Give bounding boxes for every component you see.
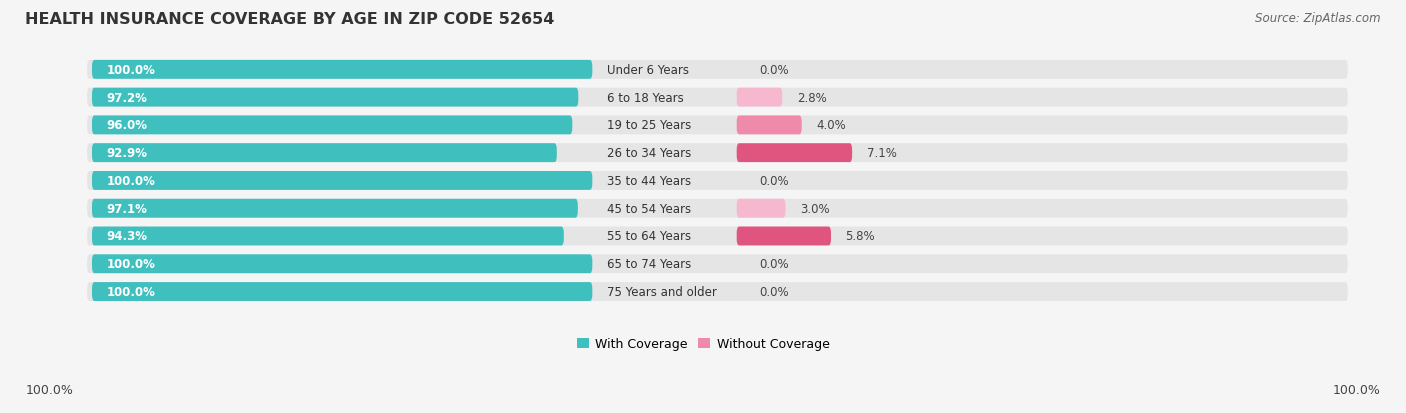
Text: 4.0%: 4.0% — [815, 119, 846, 132]
FancyBboxPatch shape — [91, 88, 578, 107]
FancyBboxPatch shape — [91, 255, 592, 273]
Text: 0.0%: 0.0% — [759, 285, 789, 298]
Text: 45 to 54 Years: 45 to 54 Years — [607, 202, 690, 215]
FancyBboxPatch shape — [87, 116, 1348, 135]
Text: 2.8%: 2.8% — [797, 91, 827, 104]
Text: 0.0%: 0.0% — [759, 175, 789, 188]
Text: 3.0%: 3.0% — [800, 202, 830, 215]
FancyBboxPatch shape — [87, 227, 1348, 246]
Text: 35 to 44 Years: 35 to 44 Years — [607, 175, 690, 188]
FancyBboxPatch shape — [87, 144, 1348, 163]
Text: 65 to 74 Years: 65 to 74 Years — [607, 258, 690, 271]
Text: 19 to 25 Years: 19 to 25 Years — [607, 119, 690, 132]
Text: 26 to 34 Years: 26 to 34 Years — [607, 147, 690, 160]
FancyBboxPatch shape — [91, 199, 578, 218]
Text: 94.3%: 94.3% — [107, 230, 148, 243]
Text: 100.0%: 100.0% — [1333, 384, 1381, 396]
Text: 100.0%: 100.0% — [107, 258, 155, 271]
Text: 97.2%: 97.2% — [107, 91, 148, 104]
FancyBboxPatch shape — [737, 199, 786, 218]
Legend: With Coverage, Without Coverage: With Coverage, Without Coverage — [572, 333, 834, 356]
FancyBboxPatch shape — [91, 171, 592, 190]
Text: 0.0%: 0.0% — [759, 258, 789, 271]
FancyBboxPatch shape — [87, 199, 1348, 218]
Text: 0.0%: 0.0% — [759, 64, 789, 77]
FancyBboxPatch shape — [87, 61, 1348, 80]
Text: 100.0%: 100.0% — [107, 285, 155, 298]
FancyBboxPatch shape — [87, 255, 1348, 273]
Text: 100.0%: 100.0% — [107, 175, 155, 188]
FancyBboxPatch shape — [737, 227, 831, 246]
FancyBboxPatch shape — [737, 116, 801, 135]
Text: HEALTH INSURANCE COVERAGE BY AGE IN ZIP CODE 52654: HEALTH INSURANCE COVERAGE BY AGE IN ZIP … — [25, 12, 555, 27]
FancyBboxPatch shape — [91, 144, 557, 163]
Text: 7.1%: 7.1% — [866, 147, 897, 160]
Text: 100.0%: 100.0% — [25, 384, 73, 396]
Text: Source: ZipAtlas.com: Source: ZipAtlas.com — [1256, 12, 1381, 25]
Text: 75 Years and older: 75 Years and older — [607, 285, 717, 298]
FancyBboxPatch shape — [87, 171, 1348, 190]
FancyBboxPatch shape — [87, 88, 1348, 107]
FancyBboxPatch shape — [737, 144, 852, 163]
Text: 55 to 64 Years: 55 to 64 Years — [607, 230, 690, 243]
Text: 5.8%: 5.8% — [845, 230, 875, 243]
Text: 96.0%: 96.0% — [107, 119, 148, 132]
FancyBboxPatch shape — [91, 227, 564, 246]
Text: 100.0%: 100.0% — [107, 64, 155, 77]
FancyBboxPatch shape — [91, 282, 592, 301]
Text: 92.9%: 92.9% — [107, 147, 148, 160]
FancyBboxPatch shape — [87, 282, 1348, 301]
Text: 6 to 18 Years: 6 to 18 Years — [607, 91, 683, 104]
Text: Under 6 Years: Under 6 Years — [607, 64, 689, 77]
Text: 97.1%: 97.1% — [107, 202, 148, 215]
FancyBboxPatch shape — [91, 116, 572, 135]
FancyBboxPatch shape — [91, 61, 592, 80]
FancyBboxPatch shape — [737, 88, 782, 107]
